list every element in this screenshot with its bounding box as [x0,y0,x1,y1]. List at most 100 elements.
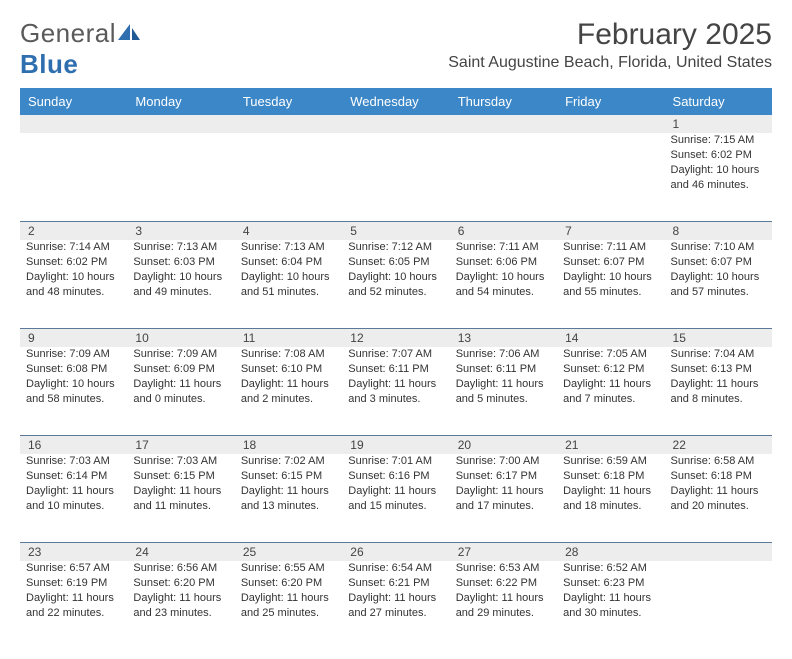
week-row: Sunrise: 7:03 AMSunset: 6:14 PMDaylight:… [20,454,772,542]
day1-text: Daylight: 11 hours [348,484,443,499]
day-number: 9 [20,329,127,347]
day2-text: and 17 minutes. [456,499,551,514]
day2-text: and 29 minutes. [456,606,551,621]
sunrise-text: Sunrise: 7:04 AM [671,347,766,362]
week-row: Sunrise: 7:14 AMSunset: 6:02 PM Daylight:… [20,240,772,328]
day1-text: Daylight: 11 hours [456,591,551,606]
day2-text: and 58 minutes. [26,392,121,407]
day-number: 12 [342,329,449,347]
weekday-header: Tuesday [235,88,342,115]
day-number: 24 [127,543,234,561]
sunset-text: Sunset: 6:10 PM [241,362,336,377]
sunrise-text: Sunrise: 7:02 AM [241,454,336,469]
sunset-text: Sunset: 6:07 PM [563,255,658,270]
day-number: 25 [235,543,342,561]
day2-text: and 11 minutes. [133,499,228,514]
weekday-header: Friday [557,88,664,115]
day1-text: Daylight: 11 hours [456,377,551,392]
week-row: Sunrise: 6:57 AMSunset: 6:19 PMDaylight:… [20,561,772,649]
day-number: 2 [20,222,127,240]
day1-text: Daylight: 11 hours [348,591,443,606]
sunrise-text: Sunrise: 7:15 AM [671,133,766,148]
week-row: Sunrise: 7:15 AMSunset: 6:02 PMDaylight:… [20,133,772,221]
weekday-header: Sunday [20,88,127,115]
day-cell: Sunrise: 7:03 AMSunset: 6:15 PMDaylight:… [127,454,234,542]
topbar: GeneralBlue February 2025 Saint Augustin… [20,18,772,80]
day-cell [20,133,127,221]
sunset-text: Sunset: 6:02 PM [26,255,121,270]
day-cell [557,133,664,221]
day-number: 27 [450,543,557,561]
day-number: 15 [665,329,772,347]
day2-text: and 20 minutes. [671,499,766,514]
sunset-text: Sunset: 6:03 PM [133,255,228,270]
day-cell: Sunrise: 7:09 AMSunset: 6:08 PMDaylight:… [20,347,127,435]
day2-text: and 8 minutes. [671,392,766,407]
day-number: 7 [557,222,664,240]
day2-text: and 10 minutes. [26,499,121,514]
day1-text: Daylight: 11 hours [241,377,336,392]
day-cell: Sunrise: 7:02 AMSunset: 6:15 PMDaylight:… [235,454,342,542]
sunset-text: Sunset: 6:06 PM [456,255,551,270]
daynum-strip: 16171819202122 [20,435,772,454]
day1-text: Daylight: 11 hours [241,484,336,499]
day-number [20,115,127,133]
day2-text: and 46 minutes. [671,178,766,193]
day-cell: Sunrise: 7:07 AMSunset: 6:11 PMDaylight:… [342,347,449,435]
day1-text: Daylight: 10 hours [671,270,766,285]
day2-text: and 13 minutes. [241,499,336,514]
day-number: 19 [342,436,449,454]
day2-text: and 15 minutes. [348,499,443,514]
day2-text: and 57 minutes. [671,285,766,300]
day1-text: Daylight: 11 hours [456,484,551,499]
day1-text: Daylight: 11 hours [133,484,228,499]
sunrise-text: Sunrise: 7:13 AM [241,240,336,255]
day2-text: and 25 minutes. [241,606,336,621]
brand-name-b: Blue [20,49,78,79]
day1-text: Daylight: 11 hours [133,591,228,606]
day1-text: Daylight: 11 hours [348,377,443,392]
sunset-text: Sunset: 6:20 PM [241,576,336,591]
day1-text: Daylight: 10 hours [348,270,443,285]
day1-text: Daylight: 11 hours [241,591,336,606]
day-cell: Sunrise: 7:00 AMSunset: 6:17 PMDaylight:… [450,454,557,542]
day-cell [235,133,342,221]
sunrise-text: Sunrise: 7:01 AM [348,454,443,469]
day-cell [665,561,772,649]
day-cell: Sunrise: 7:03 AMSunset: 6:14 PMDaylight:… [20,454,127,542]
day2-text: and 2 minutes. [241,392,336,407]
month-title: February 2025 [448,18,772,52]
day-cell: Sunrise: 6:57 AMSunset: 6:19 PMDaylight:… [20,561,127,649]
day2-text: and 23 minutes. [133,606,228,621]
sunrise-text: Sunrise: 7:07 AM [348,347,443,362]
day-cell [342,133,449,221]
day1-text: Daylight: 11 hours [563,377,658,392]
day-cell: Sunrise: 7:10 AMSunset: 6:07 PMDaylight:… [665,240,772,328]
day-cell: Sunrise: 7:11 AMSunset: 6:07 PMDaylight:… [557,240,664,328]
sunset-text: Sunset: 6:02 PM [671,148,766,163]
sunrise-text: Sunrise: 7:14 AM [26,240,121,255]
day-cell: Sunrise: 6:59 AMSunset: 6:18 PMDaylight:… [557,454,664,542]
day1-text: Daylight: 10 hours [563,270,658,285]
brand-name-a: General [20,18,116,48]
sunset-text: Sunset: 6:13 PM [671,362,766,377]
sunset-text: Sunset: 6:22 PM [456,576,551,591]
day-cell: Sunrise: 7:04 AMSunset: 6:13 PMDaylight:… [665,347,772,435]
day-cell: Sunrise: 7:08 AMSunset: 6:10 PMDaylight:… [235,347,342,435]
sunrise-text: Sunrise: 7:06 AM [456,347,551,362]
day1-text: Daylight: 11 hours [671,484,766,499]
sunset-text: Sunset: 6:05 PM [348,255,443,270]
day-cell: Sunrise: 6:54 AMSunset: 6:21 PMDaylight:… [342,561,449,649]
sunset-text: Sunset: 6:19 PM [26,576,121,591]
day-number [342,115,449,133]
day1-text: Daylight: 10 hours [671,163,766,178]
day2-text: and 7 minutes. [563,392,658,407]
day-number: 14 [557,329,664,347]
day2-text: and 49 minutes. [133,285,228,300]
daynum-strip: 9101112131415 [20,328,772,347]
week-row: Sunrise: 7:09 AMSunset: 6:08 PMDaylight:… [20,347,772,435]
sunset-text: Sunset: 6:17 PM [456,469,551,484]
day-cell: Sunrise: 7:12 AMSunset: 6:05 PMDaylight:… [342,240,449,328]
day-number: 22 [665,436,772,454]
day-cell [450,133,557,221]
